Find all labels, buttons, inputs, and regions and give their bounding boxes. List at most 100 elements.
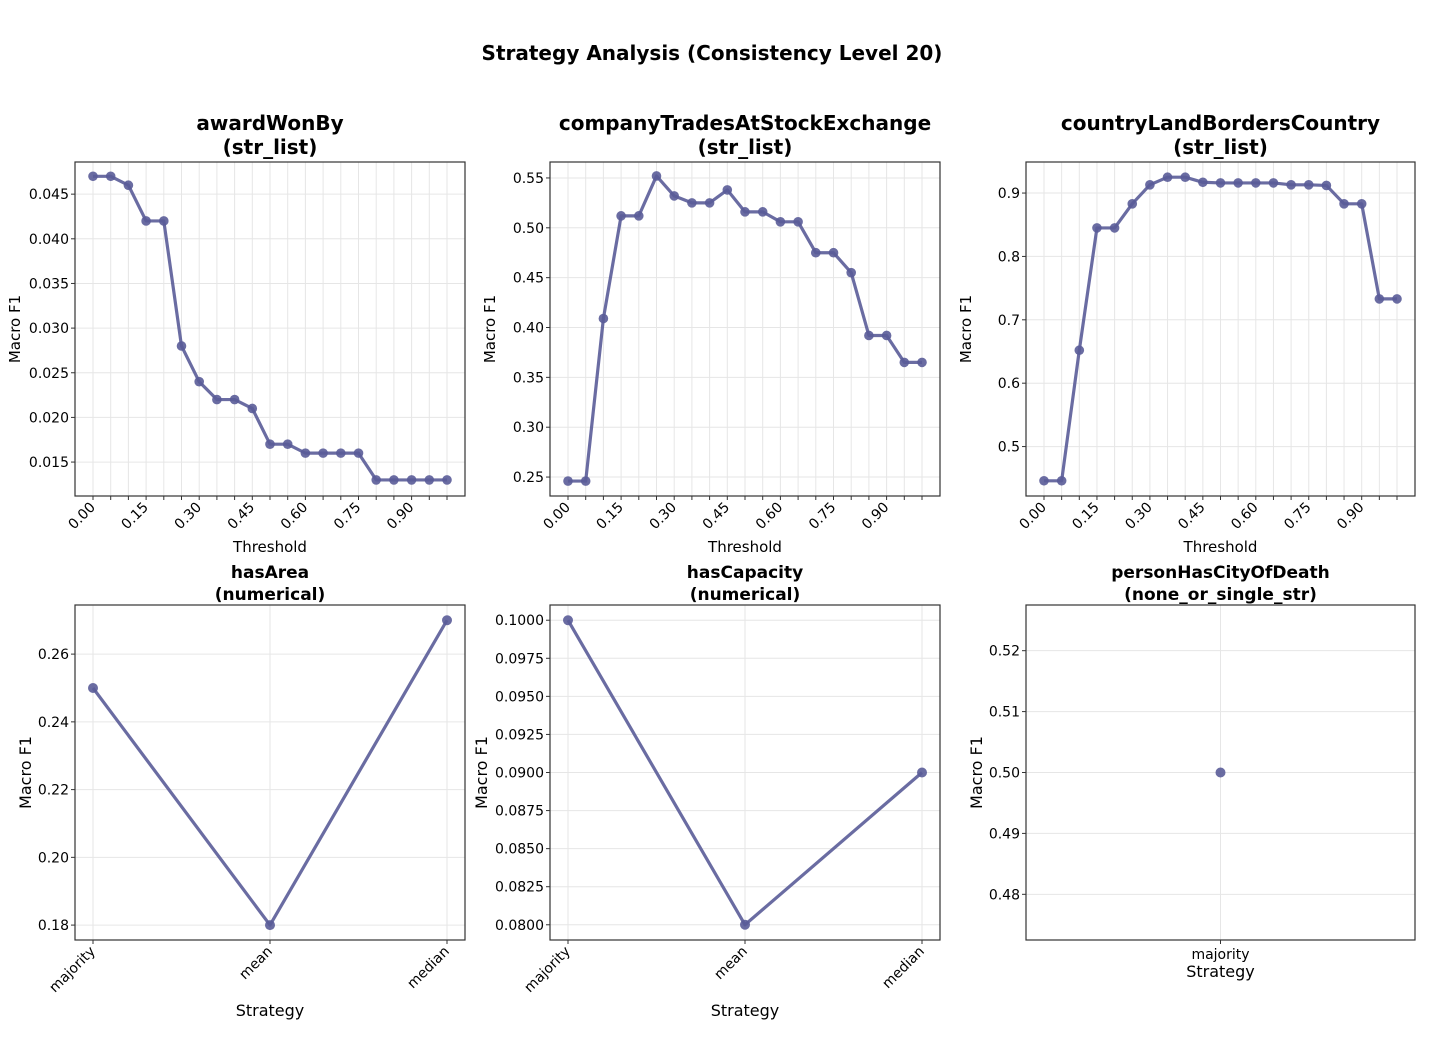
x-tick-label: majority (521, 944, 573, 996)
data-point (1127, 199, 1138, 209)
data-point (1268, 178, 1279, 188)
data-point (265, 920, 275, 931)
x-tick-label: mean (236, 944, 275, 983)
data-point (265, 439, 275, 450)
x-axis-label: Strategy (236, 1001, 305, 1020)
data-point (1286, 180, 1296, 190)
data-point (740, 919, 750, 930)
data-point (687, 198, 697, 208)
y-tick-label: 0.35 (513, 370, 544, 386)
subplot-hasCapacity: hasCapacity(numerical) 0.0800 0.0825 0.0850… (472, 563, 941, 1020)
y-tick-label: 0.45 (513, 271, 544, 287)
y-axis-label: Macro F1 (472, 736, 491, 809)
y-tick-label: 0.40 (513, 321, 544, 337)
axes-frame (74, 604, 466, 941)
data-point (811, 247, 821, 258)
y-tick-label: 0.8 (998, 249, 1020, 265)
subplot-countryLandBordersCountry: countryLandBordersCountry(str_list) 0.5 0.… (957, 111, 1416, 556)
data-point (1251, 178, 1261, 188)
y-axis-label: Macro F1 (481, 295, 499, 363)
x-axis-label: Strategy (1186, 962, 1255, 981)
x-tick-label: 0.90 (1334, 500, 1367, 533)
data-point (1303, 180, 1314, 190)
y-tick-label: 0.52 (989, 644, 1020, 660)
y-tick-label: 0.50 (513, 221, 544, 237)
data-point (1074, 345, 1085, 356)
y-tick-label: 0.22 (38, 783, 69, 799)
x-tick-label: 0.90 (859, 500, 892, 533)
data-point (757, 207, 768, 217)
y-tick-label: 0.55 (513, 171, 544, 187)
figure-title: Strategy Analysis (Consistency Level 20) (482, 41, 943, 65)
y-tick-label: 0.6 (998, 376, 1020, 392)
x-tick-label: 0.60 (1228, 500, 1261, 533)
data-point (598, 313, 609, 324)
data-point (1321, 180, 1332, 191)
x-tick-label: median (879, 944, 927, 992)
data-point (740, 207, 750, 217)
data-point (793, 217, 803, 227)
x-tick-label: 0.75 (1281, 500, 1314, 533)
data-point (159, 216, 169, 226)
data-point (846, 267, 856, 278)
data-point (899, 357, 910, 368)
axes-frame (74, 161, 466, 497)
y-tick-label: 0.26 (38, 647, 69, 663)
data-point (881, 330, 892, 341)
subplot-subtitle: (none_or_single_str) (1124, 585, 1317, 605)
x-tick-label: 0.15 (1069, 500, 1102, 533)
data-point (563, 476, 573, 486)
data-point (1356, 199, 1367, 209)
data-point (424, 475, 435, 485)
subplot-title: companyTradesAtStockExchange (559, 111, 931, 135)
x-tick-label: majority (1191, 947, 1249, 963)
x-tick-label: 0.45 (225, 500, 258, 533)
x-tick-label: 0.30 (1122, 500, 1155, 533)
subplot-subtitle: (str_list) (698, 135, 793, 159)
data-point (1215, 767, 1226, 778)
data-point (1374, 294, 1385, 304)
data-point (406, 475, 417, 485)
data-point (282, 439, 293, 450)
y-tick-label: 0.9 (998, 186, 1020, 202)
y-tick-label: 0.50 (989, 766, 1020, 782)
subplot-title: countryLandBordersCountry (1061, 111, 1380, 135)
x-tick-label: 0.45 (1175, 500, 1208, 533)
data-point (1392, 294, 1402, 304)
data-point (176, 341, 187, 351)
y-tick-label: 0.1000 (495, 613, 544, 629)
subplot-title: hasArea (231, 563, 309, 583)
y-tick-label: 0.030 (29, 321, 69, 337)
y-tick-label: 0.0875 (495, 804, 544, 820)
data-point (1056, 475, 1067, 486)
data-point (864, 330, 874, 341)
axes-frame (1025, 604, 1416, 941)
subplot-companyTradesAtStockExchange: companyTradesAtStockExchange(str_list) 0.… (481, 111, 941, 556)
data-point (194, 376, 204, 387)
data-point (229, 394, 240, 405)
y-tick-label: 0.48 (989, 887, 1020, 903)
x-tick-label: 0.60 (278, 500, 311, 533)
x-tick-label: 0.90 (384, 500, 417, 533)
y-axis-label: Macro F1 (16, 736, 35, 809)
data-point (1180, 172, 1190, 183)
x-tick-label: mean (711, 944, 750, 983)
subplot-subtitle: (str_list) (1173, 135, 1268, 159)
data-point (247, 403, 258, 414)
data-point (123, 180, 134, 191)
y-tick-label: 0.25 (513, 470, 544, 486)
y-tick-label: 0.0825 (495, 880, 544, 896)
data-point (917, 767, 927, 778)
data-point (634, 211, 644, 221)
y-tick-label: 0.0975 (495, 651, 544, 667)
data-point (88, 682, 98, 693)
x-tick-label: 0.15 (594, 500, 627, 533)
data-point (389, 475, 399, 485)
y-tick-label: 0.18 (38, 918, 69, 934)
subplot-hasArea: hasArea(numerical) 0.18 0.20 0.22 0.24 0.26 ma… (16, 563, 466, 1020)
y-axis-label: Macro F1 (967, 736, 986, 809)
data-point (442, 475, 452, 485)
data-point (212, 394, 222, 405)
subplot-awardWonBy: awardWonBy(str_list) 0.015 0.020 0.025 0.030… (6, 111, 466, 556)
